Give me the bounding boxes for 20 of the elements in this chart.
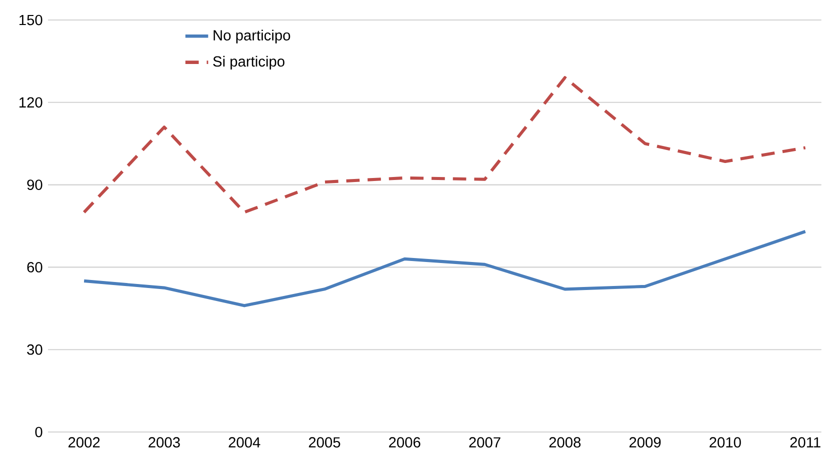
legend-label: No participo — [214, 30, 290, 44]
x-tick-label: 2007 — [469, 437, 500, 448]
y-tick-label: 0 — [35, 426, 42, 438]
y-tick-label: 120 — [19, 97, 42, 108]
x-tick-label: 2003 — [148, 437, 180, 448]
y-tick-label: 90 — [27, 180, 42, 190]
x-tick-label: 2008 — [549, 437, 581, 448]
x-tick-label: 2002 — [68, 437, 100, 448]
x-tick-label: 2009 — [629, 437, 661, 448]
y-tick-label: 60 — [27, 262, 42, 272]
line-series — [82, 230, 807, 308]
x-tick-label: 2004 — [228, 437, 260, 448]
legend-label: Si participo — [213, 56, 284, 70]
x-tick-label: 2010 — [710, 437, 741, 448]
line-series — [82, 76, 807, 214]
y-tick-label: 150 — [19, 14, 42, 26]
x-tick-label: 2006 — [389, 437, 420, 448]
y-tick-label: 30 — [27, 344, 42, 355]
x-tick-label: 2005 — [308, 437, 340, 448]
x-tick-label: 2011 — [790, 437, 820, 448]
